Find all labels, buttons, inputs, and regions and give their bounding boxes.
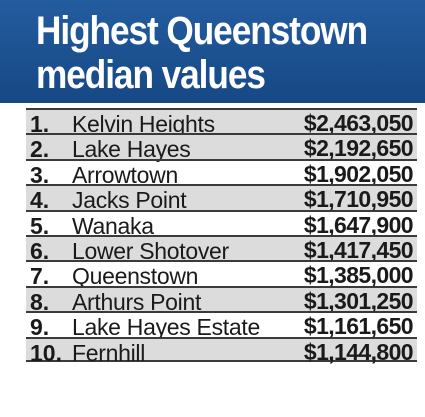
table-row: 8. Arthurs Point $1,301,250 <box>26 285 417 315</box>
median-value: $1,144,800 <box>303 338 414 365</box>
rank-number: 9. <box>30 314 50 341</box>
suburb-name: Lake Hayes Estate <box>72 314 260 341</box>
table-row: 3. Arrowtown $1,902,050 <box>26 158 417 188</box>
table-row: 9. Lake Hayes Estate $1,161,650 <box>26 311 417 340</box>
median-value: $1,647,900 <box>303 211 414 238</box>
rank-number: 4. <box>30 187 50 214</box>
median-value: $2,192,650 <box>303 135 414 162</box>
table-row: 2. Lake Hayes $2,192,650 <box>26 133 417 162</box>
table-row: 5. Wanaka $1,647,900 <box>26 209 417 239</box>
title-banner: Highest Queenstown median values <box>0 0 425 103</box>
suburb-name: Wanaka <box>72 212 154 239</box>
rank-number: 1. <box>30 111 50 137</box>
suburb-name: Arthurs Point <box>72 288 202 315</box>
median-value: $1,385,000 <box>303 262 414 289</box>
median-value: $1,161,650 <box>303 313 414 340</box>
rank-number: 3. <box>30 161 50 188</box>
median-value: $1,710,950 <box>303 186 414 213</box>
median-value: $1,902,050 <box>303 160 414 187</box>
median-value: $2,463,050 <box>303 110 414 136</box>
table-row: 1. Kelvin Heights $2,463,050 <box>26 108 417 137</box>
rank-number: 10. <box>30 339 62 366</box>
suburb-name: Arrowtown <box>72 161 178 188</box>
table-row: 10. Fernhill $1,144,800 <box>26 336 417 366</box>
table-row: 7. Queenstown $1,385,000 <box>26 260 417 289</box>
table-row: 6. Lower Shotover $1,417,450 <box>26 234 417 264</box>
rank-number: 2. <box>30 136 50 163</box>
rank-number: 7. <box>30 263 50 290</box>
rank-number: 6. <box>30 237 50 264</box>
title-line-2: median values <box>36 53 266 97</box>
ranking-table: 1. Kelvin Heights $2,463,050 2. Lake Hay… <box>26 108 417 366</box>
table-row: 4. Jacks Point $1,710,950 <box>26 184 417 213</box>
suburb-name: Fernhill <box>72 339 146 366</box>
suburb-name: Jacks Point <box>72 187 187 214</box>
suburb-name: Lower Shotover <box>72 237 229 264</box>
median-value: $1,301,250 <box>303 287 414 314</box>
suburb-name: Queenstown <box>72 263 199 290</box>
suburb-name: Kelvin Heights <box>72 111 215 137</box>
median-value: $1,417,450 <box>303 236 414 263</box>
title-line-1: Highest Queenstown <box>36 9 368 53</box>
rank-number: 8. <box>30 288 50 315</box>
suburb-name: Lake Hayes <box>72 136 191 163</box>
rank-number: 5. <box>30 212 50 239</box>
